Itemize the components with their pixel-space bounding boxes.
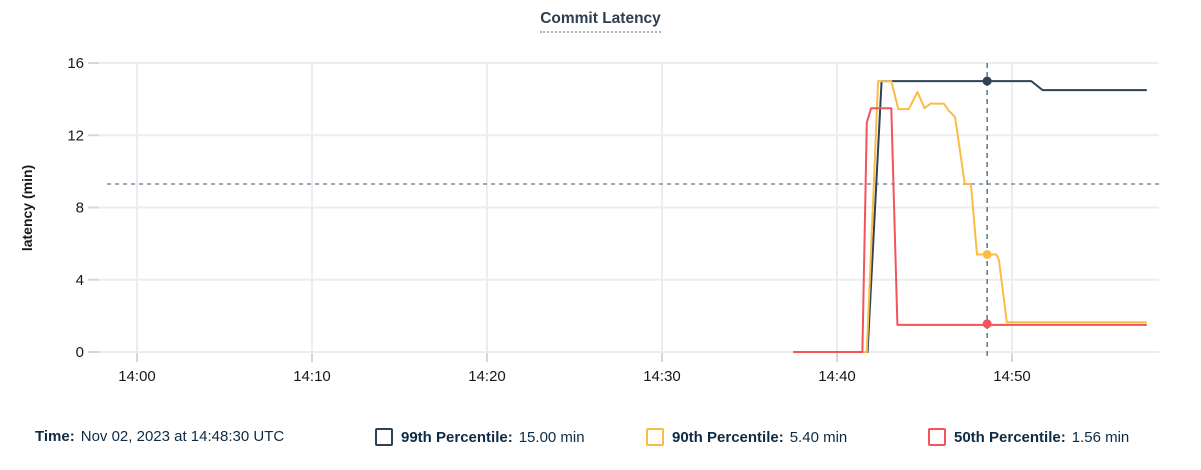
legend-label: 99th Percentile: [401,428,513,446]
y-tick-label: 12 [67,127,84,144]
legend-value: 15.00 min [518,428,585,446]
cursor-time-readout: Time: Nov 02, 2023 at 14:48:30 UTC [35,428,284,445]
x-tick-label: 14:40 [818,368,856,385]
y-tick-label: 16 [67,55,84,72]
x-tick-label: 14:20 [468,368,506,385]
legend-item-99th-percentile[interactable]: 99th Percentile: 15.00 min [375,428,585,446]
series-line-50th-percentile [793,107,1147,353]
legend-value: 5.40 min [789,428,848,446]
title-row: Commit Latency [0,10,1201,33]
legend-label: 90th Percentile: [672,428,784,446]
legend-swatch[interactable] [928,428,946,446]
series-line-99th-percentile [793,80,1147,353]
time-label: Time: [35,428,75,445]
chart-title[interactable]: Commit Latency [540,10,661,33]
legend-value: 1.56 min [1071,428,1130,446]
x-tick-label: 14:30 [643,368,681,385]
legend-label: 50th Percentile: [954,428,1066,446]
y-tick-label: 4 [76,272,84,289]
x-tick-label: 14:50 [993,368,1031,385]
cursor-dot-50th-percentile [982,319,992,329]
x-tick-label: 14:00 [118,368,156,385]
y-tick-label: 8 [76,200,84,217]
series-line-90th-percentile [793,80,1147,353]
cursor-dot-99th-percentile [982,76,992,86]
time-value: Nov 02, 2023 at 14:48:30 UTC [80,428,285,445]
latency-line-chart[interactable]: 0 4 8 12 16 14:00 14:10 14:20 14:30 14:40 14:50 lat… [0,0,1201,415]
legend-bar: Time: Nov 02, 2023 at 14:48:30 UTC 99th P… [0,420,1201,460]
y-tick-label: 0 [76,344,84,361]
legend-swatch[interactable] [375,428,393,446]
legend-swatch[interactable] [646,428,664,446]
legend-item-90th-percentile[interactable]: 90th Percentile: 5.40 min [646,428,847,446]
cursor-dot-90th-percentile [982,249,992,259]
y-axis-title: latency (min) [19,165,35,251]
x-tick-label: 14:10 [293,368,331,385]
legend-item-50th-percentile[interactable]: 50th Percentile: 1.56 min [928,428,1129,446]
